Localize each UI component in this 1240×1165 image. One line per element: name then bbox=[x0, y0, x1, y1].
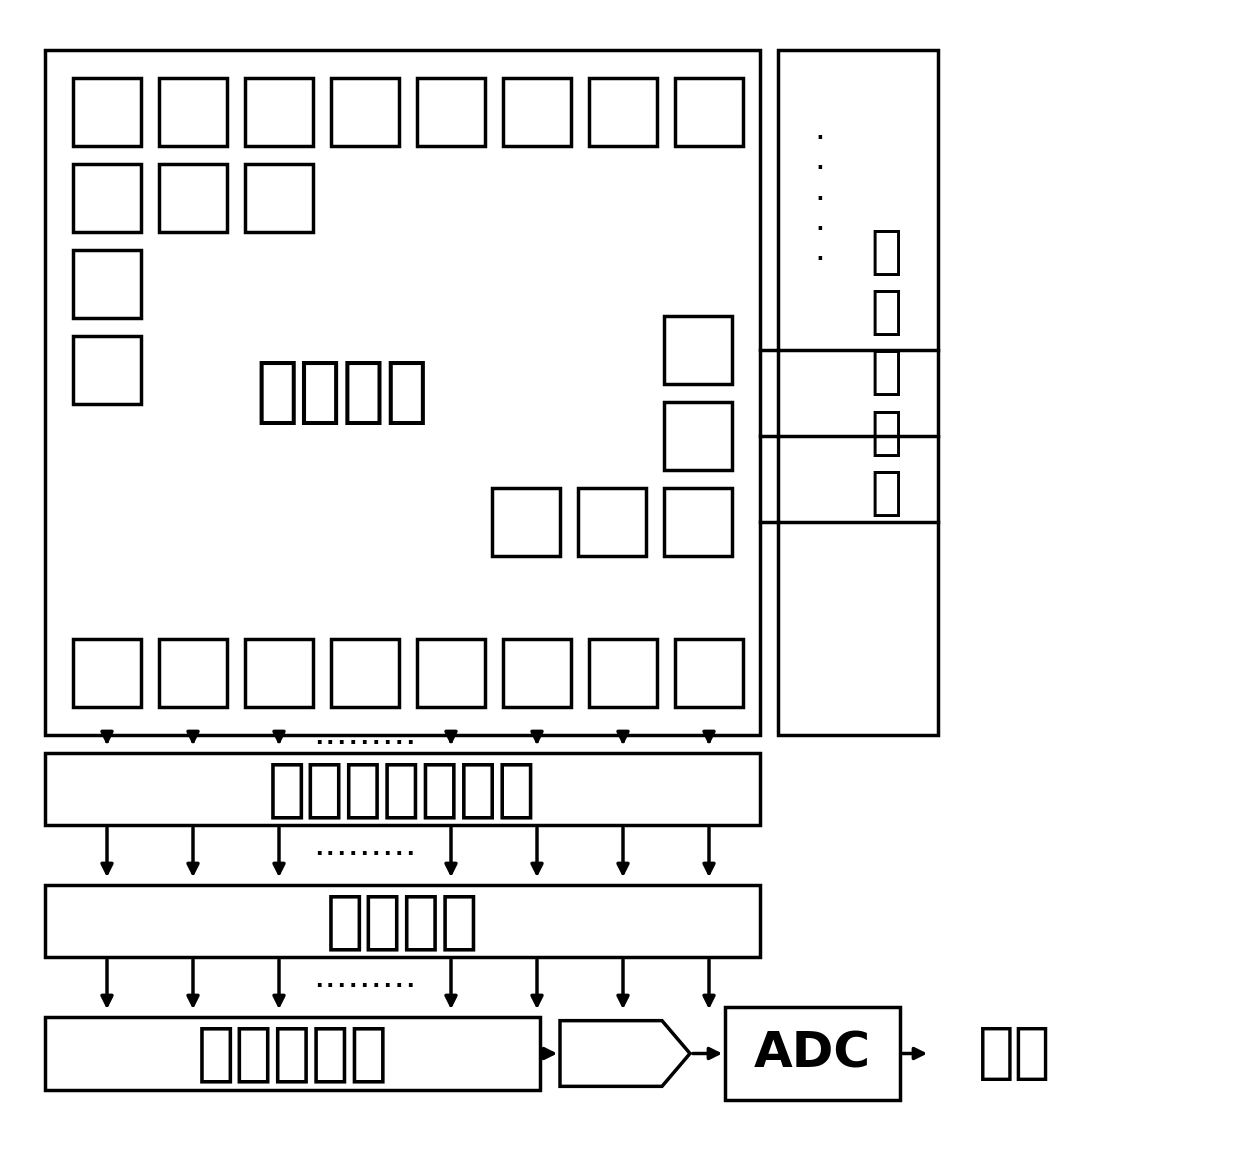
Bar bbox=[45, 1017, 539, 1090]
Bar bbox=[675, 638, 743, 707]
Bar bbox=[777, 50, 937, 735]
Bar bbox=[45, 885, 760, 956]
Bar bbox=[159, 164, 227, 232]
Text: ·········: ········· bbox=[314, 970, 417, 1004]
Text: ·
·
·
·
·: · · · · · bbox=[815, 122, 826, 277]
Bar bbox=[663, 402, 732, 469]
Text: 输出: 输出 bbox=[978, 1024, 1052, 1083]
Bar bbox=[503, 78, 570, 146]
Bar bbox=[45, 753, 760, 825]
Bar bbox=[73, 336, 141, 404]
Text: 像素阵列: 像素阵列 bbox=[255, 358, 429, 428]
Bar bbox=[589, 78, 657, 146]
Bar bbox=[73, 164, 141, 232]
Text: ·········: ········· bbox=[314, 727, 417, 761]
Bar bbox=[331, 638, 399, 707]
Bar bbox=[159, 78, 227, 146]
Text: ·········: ········· bbox=[314, 838, 417, 871]
Bar bbox=[246, 638, 312, 707]
Bar bbox=[45, 50, 760, 735]
Text: 列放大器: 列放大器 bbox=[326, 890, 479, 952]
Text: ADC: ADC bbox=[754, 1030, 870, 1078]
Bar bbox=[663, 488, 732, 556]
Bar bbox=[503, 638, 570, 707]
Bar bbox=[725, 1007, 900, 1100]
Text: 列读出控制: 列读出控制 bbox=[197, 1023, 388, 1085]
Text: 相关双采样电路: 相关双采样电路 bbox=[268, 758, 537, 820]
Bar bbox=[73, 638, 141, 707]
Bar bbox=[578, 488, 646, 556]
Bar bbox=[331, 78, 399, 146]
Bar bbox=[73, 78, 141, 146]
Bar bbox=[675, 78, 743, 146]
Bar bbox=[246, 164, 312, 232]
Bar bbox=[73, 250, 141, 318]
Bar bbox=[246, 78, 312, 146]
Text: 行
读
出
控
制: 行 读 出 控 制 bbox=[870, 226, 901, 518]
Bar bbox=[589, 638, 657, 707]
Polygon shape bbox=[560, 1021, 689, 1086]
Bar bbox=[492, 488, 560, 556]
Bar bbox=[663, 316, 732, 384]
Bar bbox=[159, 638, 227, 707]
Bar bbox=[417, 638, 485, 707]
Bar bbox=[417, 78, 485, 146]
